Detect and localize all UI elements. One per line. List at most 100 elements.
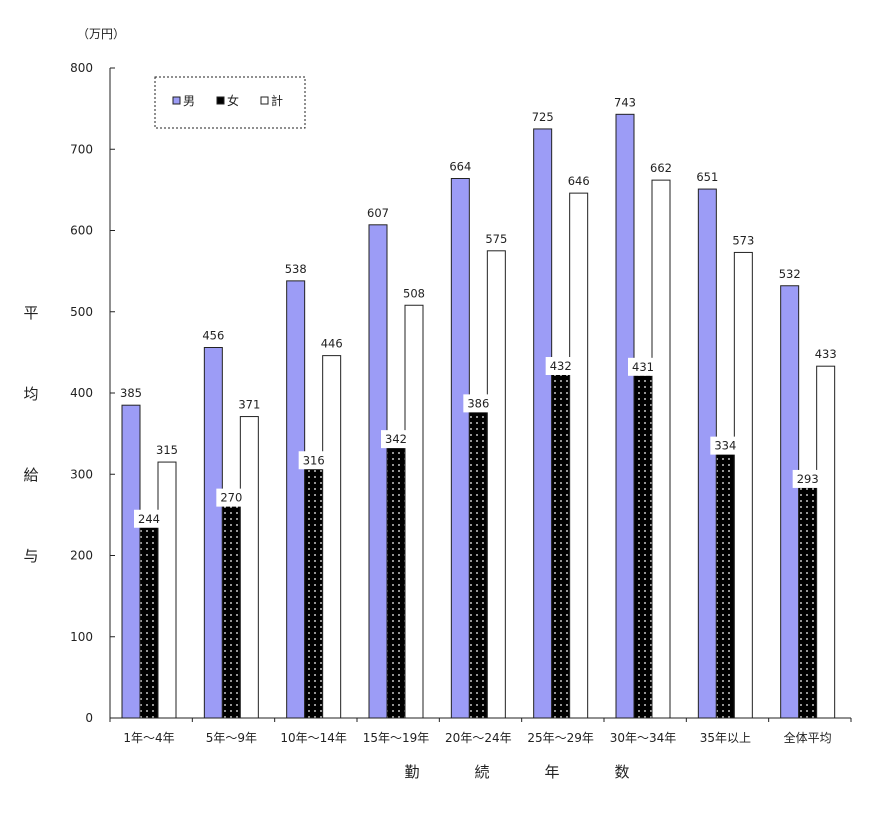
- value-label: 316: [303, 453, 325, 467]
- value-label: 646: [568, 174, 590, 188]
- value-label-bg: [710, 436, 741, 455]
- bar-女: [221, 498, 241, 719]
- x-axis-title-char: 年: [544, 763, 559, 781]
- value-label: 607: [367, 206, 389, 220]
- y-axis-title-char: 与: [23, 547, 38, 565]
- y-axis-title-char: 給: [23, 466, 38, 484]
- value-label-bg: [545, 357, 576, 375]
- value-label: 431: [632, 360, 654, 374]
- bar-女: [633, 367, 653, 719]
- value-label-bg: [463, 394, 494, 413]
- bar-男: [615, 113, 635, 719]
- value-label-bg: [792, 469, 823, 488]
- x-tick-label: 30年～34年: [610, 731, 677, 745]
- x-tick-label: 25年～29年: [527, 731, 594, 745]
- value-label: 532: [779, 267, 801, 281]
- y-tick-label: 0: [85, 711, 93, 725]
- x-axis-title-char: 勤: [404, 763, 419, 781]
- value-label: 508: [403, 286, 425, 300]
- value-label: 664: [449, 160, 471, 174]
- value-label: 575: [485, 232, 507, 246]
- bar-男: [368, 224, 388, 719]
- y-tick-label: 100: [70, 630, 93, 644]
- value-label-bg: [216, 488, 247, 507]
- y-tick-label: 200: [70, 549, 93, 563]
- value-label-bg: [134, 509, 164, 528]
- x-tick-label: 20年～24年: [445, 731, 512, 745]
- bar-女: [468, 403, 488, 719]
- value-label: 293: [797, 472, 819, 486]
- value-label: 386: [467, 396, 489, 410]
- bar-男: [203, 347, 223, 719]
- value-label: 573: [732, 233, 754, 247]
- bar-計: [239, 416, 259, 719]
- x-tick-label: 15年～19年: [363, 731, 430, 745]
- bar-男: [780, 285, 800, 719]
- value-label: 371: [238, 398, 260, 412]
- bar-計: [651, 179, 671, 719]
- bar-女: [715, 446, 735, 719]
- value-label: 432: [550, 359, 572, 373]
- y-tick-label: 800: [70, 61, 93, 75]
- bar-計: [569, 192, 589, 719]
- bar-女: [386, 439, 406, 719]
- y-tick-label: 500: [70, 305, 93, 319]
- x-axis-title-char: 数: [614, 763, 629, 781]
- value-label: 662: [650, 161, 672, 175]
- x-tick-label: 10年～14年: [280, 731, 347, 745]
- legend-label-女: 女: [227, 93, 239, 108]
- value-label: 446: [321, 337, 343, 351]
- y-axis-title-char: 平: [23, 304, 38, 322]
- value-label: 244: [138, 512, 160, 526]
- chart-legend: 男女計: [154, 76, 306, 129]
- legend-swatch-女: [216, 96, 225, 105]
- value-label: 743: [614, 95, 636, 109]
- value-label: 342: [385, 432, 407, 446]
- y-axis-title-char: 均: [23, 385, 38, 403]
- legend-swatch-男: [172, 96, 181, 105]
- legend-label-計: 計: [271, 93, 283, 108]
- bar-計: [816, 365, 836, 719]
- x-tick-label: 35年以上: [700, 731, 751, 745]
- bar-計: [733, 251, 753, 719]
- y-tick-label: 400: [70, 386, 93, 400]
- value-label-bg: [381, 430, 411, 449]
- value-label: 538: [285, 262, 307, 276]
- y-tick-label: 300: [70, 467, 93, 481]
- y-tick-label: 600: [70, 224, 93, 238]
- value-label-bg: [298, 451, 329, 470]
- value-label: 725: [532, 110, 554, 124]
- x-tick-label: 1年～4年: [123, 731, 174, 745]
- bar-男: [286, 280, 306, 719]
- bar-男: [450, 178, 470, 719]
- value-label: 651: [696, 170, 718, 184]
- value-label: 270: [220, 491, 242, 505]
- x-axis-title-char: 続: [474, 763, 489, 781]
- bar-計: [157, 461, 177, 719]
- legend-swatch-計: [260, 96, 269, 105]
- bar-女: [139, 519, 159, 719]
- bar-計: [486, 250, 506, 719]
- bar-女: [798, 479, 818, 719]
- value-label: 385: [120, 386, 142, 400]
- bar-男: [533, 128, 553, 719]
- chart-bars: [121, 113, 836, 719]
- bar-計: [404, 304, 424, 719]
- value-label: 334: [714, 439, 736, 453]
- value-label: 456: [202, 329, 224, 343]
- chart-value-labels: 385 244 315 456 270 371 538 316 446 607 342 508 664 3…: [120, 95, 837, 528]
- value-label: 433: [815, 347, 837, 361]
- y-axis-unit-label: （万円）: [77, 27, 125, 41]
- x-tick-label: 全体平均: [784, 730, 832, 745]
- legend-label-男: 男: [183, 94, 195, 108]
- value-label-bg: [628, 357, 658, 376]
- bar-計: [322, 355, 342, 719]
- value-label: 315: [156, 443, 178, 457]
- bar-男: [121, 404, 141, 719]
- y-tick-label: 700: [70, 142, 93, 156]
- x-tick-label: 5年～9年: [206, 731, 257, 745]
- bar-女: [551, 366, 571, 719]
- bar-女: [304, 460, 324, 719]
